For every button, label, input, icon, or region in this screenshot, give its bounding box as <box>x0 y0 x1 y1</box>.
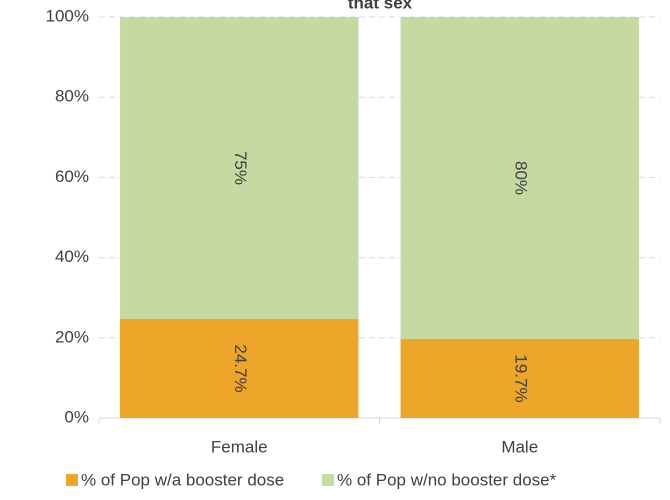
y-tick-label: 100% <box>46 6 89 25</box>
data-label: 80% <box>511 161 530 195</box>
y-tick-label: 80% <box>55 87 89 106</box>
legend-label: % of Pop w/no booster dose* <box>337 470 557 489</box>
bar-segment <box>120 318 359 418</box>
x-tick-label: Female <box>211 437 268 456</box>
data-label: 19.7% <box>511 354 530 402</box>
legend-swatch <box>322 474 334 486</box>
y-tick-label: 60% <box>55 167 89 186</box>
legend-label: % of Pop w/a booster dose <box>81 470 284 489</box>
x-tick-label: Male <box>501 437 538 456</box>
data-label: 75% <box>231 151 250 185</box>
bar-segment <box>120 17 359 319</box>
data-label: 24.7% <box>231 344 250 392</box>
y-tick-label: 40% <box>55 247 89 266</box>
legend-swatch <box>66 474 78 486</box>
y-tick-label: 0% <box>64 407 89 426</box>
chart-title: that sex <box>348 0 413 12</box>
bar-segment <box>400 339 639 418</box>
y-tick-label: 20% <box>55 327 89 346</box>
bar-segment <box>400 17 639 340</box>
